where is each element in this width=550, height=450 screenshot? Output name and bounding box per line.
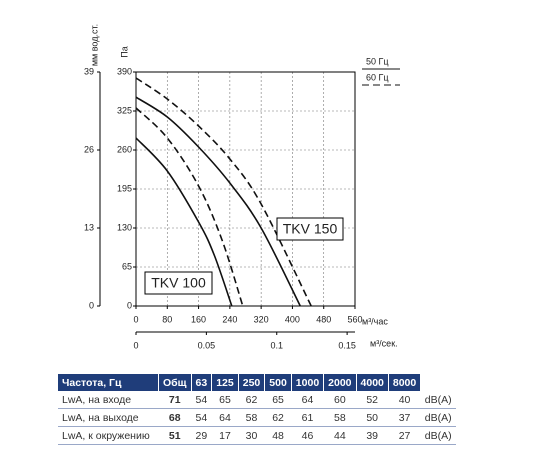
x-tick-label: 480: [316, 314, 331, 324]
table-cell: 50: [356, 408, 389, 427]
header-cell: Частота, Гц: [58, 374, 159, 391]
legend-label: 60 Гц: [366, 72, 389, 82]
y-tick-label: 65: [122, 261, 132, 271]
y-tick-label: 260: [117, 144, 132, 154]
x2-tick-label: 0: [133, 340, 138, 350]
table-cell: 58: [323, 408, 357, 427]
table-cell: 54: [191, 408, 212, 427]
table-cell: 37: [388, 408, 421, 427]
table-cell: 51: [158, 426, 192, 445]
x2-axis-label: м³/сек.: [370, 338, 398, 348]
y2-tick-label: 13: [84, 222, 94, 232]
table-cell: 64: [291, 391, 324, 409]
plot-frame: [135, 71, 356, 307]
y-tick-label: 195: [117, 183, 132, 193]
y-tick-label: 0: [127, 300, 132, 310]
y-tick-label: 325: [117, 105, 132, 115]
curve: [135, 107, 244, 307]
curve: [135, 96, 301, 307]
y2-tick-label: 39: [84, 66, 94, 76]
header-cell: 500: [264, 374, 292, 391]
table-cell: 40: [388, 391, 421, 409]
table-cell: 61: [291, 408, 324, 427]
table-row: LwA, на выходе 68 54 64 58 62 61 58 50 37 dB(A): [58, 408, 456, 427]
curve: [135, 77, 312, 307]
legend-label: 50 Гц: [366, 56, 389, 66]
table-cell: 44: [323, 426, 357, 445]
header-cell: 250: [238, 374, 266, 391]
table-cell: 60: [323, 391, 357, 409]
table-cell: 62: [238, 391, 265, 409]
header-cell: Общ: [158, 374, 192, 391]
table-cell: 52: [356, 391, 389, 409]
table-cell: 27: [388, 426, 421, 445]
chart: 50 Гц 60 Гц Па мм вод.ст. м³/час м³/сек.…: [84, 24, 400, 350]
annotation-box: [276, 217, 344, 241]
x-tick-label: 400: [285, 314, 300, 324]
header-cell: 63: [191, 374, 213, 391]
x-tick-label: 320: [254, 314, 269, 324]
table-cell: 30: [238, 426, 265, 445]
x-tick-label: 0: [133, 314, 138, 324]
x2-tick-label: 0.1: [270, 340, 283, 350]
y2-tick-label: 0: [89, 300, 94, 310]
x-axis-label: м³/час: [362, 316, 388, 326]
table-cell: 48: [264, 426, 292, 445]
table-header: Частота, Гц Общ 63 125 250 500 1000 2000 4000 800…: [58, 374, 456, 391]
table-cell: 65: [264, 391, 292, 409]
table-cell: LwA, к окружению: [58, 426, 159, 445]
header-cell: 1000: [291, 374, 325, 391]
curve: [135, 137, 233, 307]
table-cell: dB(A): [420, 408, 456, 427]
x-tick-label: 80: [162, 314, 172, 324]
table-row: LwA, к окружению 51 29 17 30 48 46 44 39 27 dB(A): [58, 426, 456, 445]
table-row: LwA, на входе 71 54 65 62 65 64 60 52 40 dB(A): [58, 391, 456, 409]
table-cell: 46: [291, 426, 324, 445]
y-tick-label: 130: [117, 222, 132, 232]
table-cell: 58: [238, 408, 265, 427]
table-cell: LwA, на входе: [58, 391, 159, 409]
table-cell: 62: [264, 408, 292, 427]
table-cell: 54: [191, 391, 212, 409]
table-cell: 17: [211, 426, 239, 445]
table-cell: dB(A): [420, 426, 456, 445]
annotation: TKV 100: [151, 275, 206, 291]
table-cell: 29: [191, 426, 212, 445]
header-cell: 8000: [388, 374, 422, 391]
y-axis-label: Па: [119, 46, 129, 57]
x-tick-label: 560: [347, 314, 362, 324]
y2-axis-label: мм вод.ст.: [89, 24, 99, 66]
table-cell: 68: [158, 408, 192, 427]
x-tick-label: 160: [191, 314, 206, 324]
table-cell: 39: [356, 426, 389, 445]
header-cell: 4000: [356, 374, 389, 391]
x-tick-label: 240: [222, 314, 237, 324]
table-cell: 64: [211, 408, 239, 427]
y2-tick-label: 26: [84, 144, 94, 154]
table-cell: LwA, на выходе: [58, 408, 159, 427]
table: Частота, Гц Общ 63 125 250 500 1000 2000 4000 800…: [58, 374, 456, 445]
x2-tick-label: 0.15: [338, 340, 356, 350]
annotation: TKV 150: [283, 221, 338, 237]
annotation-box: [144, 271, 213, 295]
table-cell: 71: [158, 391, 192, 409]
table-cell: dB(A): [420, 391, 456, 409]
header-cell: 2000: [323, 374, 357, 391]
table-cell: 65: [211, 391, 239, 409]
header-cell: 125: [211, 374, 239, 391]
y-tick-label: 390: [117, 66, 132, 76]
x2-tick-label: 0.05: [198, 340, 216, 350]
